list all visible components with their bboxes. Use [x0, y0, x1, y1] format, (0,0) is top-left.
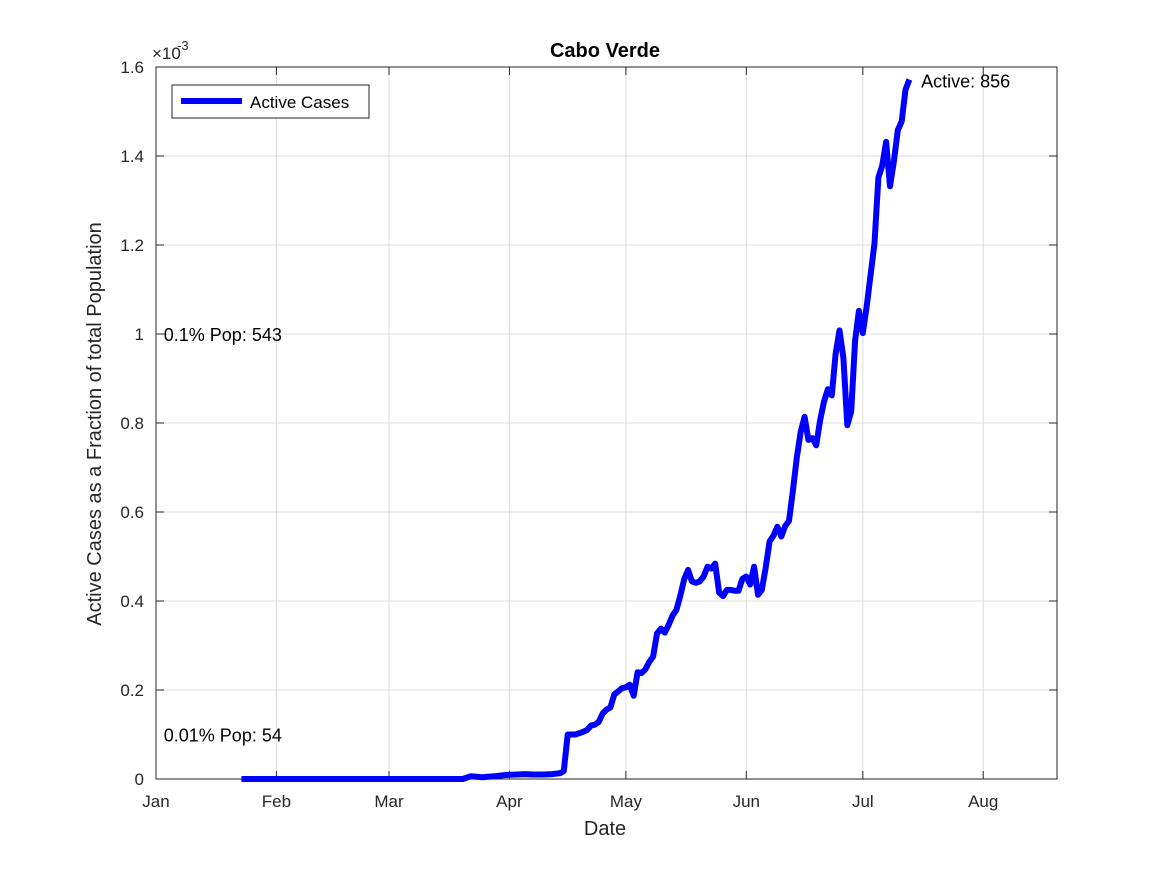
x-tick-label: Apr	[496, 792, 523, 811]
x-tick-label: Jan	[142, 792, 169, 811]
annotation-label: 0.1% Pop: 543	[164, 325, 282, 345]
y-tick-label: 0.8	[120, 414, 144, 433]
series-layer	[241, 78, 913, 782]
annotations: 0.1% Pop: 543 0.01% Pop: 54 Active: 856	[164, 71, 1010, 745]
y-exponent-base: ×10	[152, 44, 181, 63]
y-tick-label: 1.6	[120, 58, 144, 77]
y-exponent-power: -3	[177, 38, 189, 53]
x-tick-label: Aug	[968, 792, 998, 811]
x-tick-label: Jul	[852, 792, 874, 811]
grid-lines	[155, 66, 1057, 780]
y-axis-title: Active Cases as a Fraction of total Popu…	[84, 222, 106, 626]
annotation-label: Active: 856	[921, 71, 1010, 91]
y-tick-label: 1.4	[120, 147, 144, 166]
annotation-label: 0.01% Pop: 54	[164, 726, 282, 746]
y-tick-label: 0.2	[120, 681, 144, 700]
legend-label-active-cases: Active Cases	[250, 93, 349, 112]
x-tick-label: May	[610, 792, 643, 811]
series-line-active-cases	[241, 78, 913, 782]
y-axis-exponent: ×10 -3	[152, 38, 189, 63]
y-tick-label: 0.4	[120, 592, 144, 611]
x-tick-labels: Jan Feb Mar Apr May Jun Jul Aug	[142, 792, 998, 811]
y-tick-label: 0	[135, 770, 144, 789]
y-tick-label: 1.2	[120, 236, 144, 255]
y-tick-label: 0.6	[120, 503, 144, 522]
y-tick-label: 1	[135, 325, 144, 344]
legend[interactable]: Active Cases	[171, 84, 370, 119]
y-tick-labels: 0 0.2 0.4 0.6 0.8 1 1.2 1.4 1.6	[120, 58, 144, 789]
x-tick-label: Mar	[374, 792, 404, 811]
x-axis-title: Date	[584, 818, 626, 840]
chart-title: Cabo Verde	[550, 40, 660, 62]
x-tick-label: Feb	[262, 792, 291, 811]
x-tick-label: Jun	[733, 792, 760, 811]
